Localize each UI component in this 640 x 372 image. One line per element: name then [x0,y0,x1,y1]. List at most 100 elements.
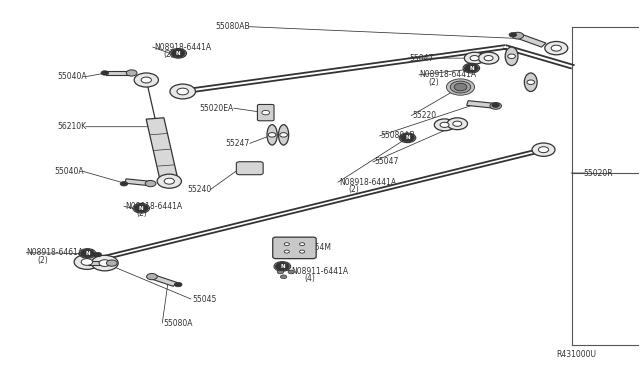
Circle shape [147,273,157,280]
Polygon shape [146,118,178,182]
Circle shape [94,252,102,257]
Text: N: N [280,264,285,269]
Ellipse shape [177,88,188,95]
Circle shape [277,270,284,274]
Ellipse shape [278,125,289,145]
Circle shape [512,32,524,39]
Text: N08918-6441A: N08918-6441A [419,70,476,79]
Ellipse shape [484,55,493,61]
Circle shape [174,282,182,287]
Text: R431000U: R431000U [556,350,596,359]
Ellipse shape [551,45,561,51]
Circle shape [300,250,305,253]
Text: 55020EA: 55020EA [200,104,234,113]
Ellipse shape [170,84,195,99]
Text: N: N [405,135,410,140]
Ellipse shape [465,52,484,64]
Polygon shape [516,33,546,47]
FancyBboxPatch shape [257,105,274,121]
Text: (2): (2) [137,209,147,218]
Circle shape [120,182,128,186]
Polygon shape [125,179,151,186]
Text: N: N [176,51,180,56]
Circle shape [284,243,289,246]
Circle shape [508,54,515,58]
Ellipse shape [538,147,548,153]
Ellipse shape [99,260,111,266]
Polygon shape [467,101,497,108]
Circle shape [300,243,305,246]
FancyBboxPatch shape [273,237,316,259]
Text: 55047: 55047 [410,54,434,62]
Text: N08918-6441A: N08918-6441A [125,202,182,211]
Text: (2): (2) [37,256,48,264]
Circle shape [134,204,148,212]
Text: 55045: 55045 [192,295,217,304]
Ellipse shape [74,254,100,269]
Ellipse shape [267,125,277,145]
Text: 55047: 55047 [374,157,399,166]
Circle shape [492,103,499,108]
Text: (2): (2) [349,185,360,194]
Ellipse shape [505,47,518,65]
Circle shape [447,79,474,95]
Circle shape [280,275,287,279]
Circle shape [401,134,415,142]
Circle shape [288,270,294,274]
Circle shape [527,80,534,84]
Polygon shape [88,261,112,265]
Ellipse shape [447,118,467,130]
Ellipse shape [141,77,152,83]
Text: 55080AB: 55080AB [381,131,415,141]
Ellipse shape [478,52,499,64]
Circle shape [490,103,502,109]
Ellipse shape [157,174,181,188]
Text: 55040A: 55040A [54,167,84,176]
Text: N: N [469,65,474,71]
Text: (4): (4) [304,274,315,283]
Text: 55247: 55247 [225,139,250,148]
Text: N08918-6441A: N08918-6441A [339,178,396,187]
Text: N08918-6441A: N08918-6441A [154,42,211,51]
Circle shape [284,250,289,253]
Ellipse shape [470,55,479,61]
Text: N08911-6441A: N08911-6441A [291,267,348,276]
Ellipse shape [92,255,118,271]
Text: N: N [139,206,143,211]
Ellipse shape [524,73,537,92]
Text: 55240: 55240 [187,185,211,194]
Circle shape [280,133,287,137]
Circle shape [451,81,470,93]
Text: 55080AB: 55080AB [215,22,250,31]
Circle shape [145,180,156,187]
Text: 55020R: 55020R [583,169,612,177]
Ellipse shape [81,259,93,265]
Text: N: N [85,251,90,256]
Ellipse shape [435,119,455,131]
Polygon shape [150,275,177,286]
Text: 55220: 55220 [413,111,436,120]
Circle shape [172,49,185,57]
Circle shape [106,260,117,266]
Circle shape [465,64,478,72]
Ellipse shape [440,122,449,128]
Ellipse shape [134,73,159,87]
Circle shape [126,70,137,76]
Circle shape [275,262,289,270]
Circle shape [262,110,269,115]
Ellipse shape [164,178,174,184]
Circle shape [268,133,276,137]
Text: 55080A: 55080A [164,319,193,328]
Text: 55040A: 55040A [58,72,87,81]
Ellipse shape [532,143,555,156]
FancyBboxPatch shape [236,162,263,175]
Ellipse shape [453,121,462,126]
Circle shape [509,33,516,37]
Circle shape [454,83,467,91]
Ellipse shape [545,41,568,55]
Text: 56210K: 56210K [58,122,87,131]
Text: 55054M: 55054M [301,243,332,251]
Circle shape [81,249,95,257]
Text: (2): (2) [429,78,439,87]
Polygon shape [106,71,132,75]
